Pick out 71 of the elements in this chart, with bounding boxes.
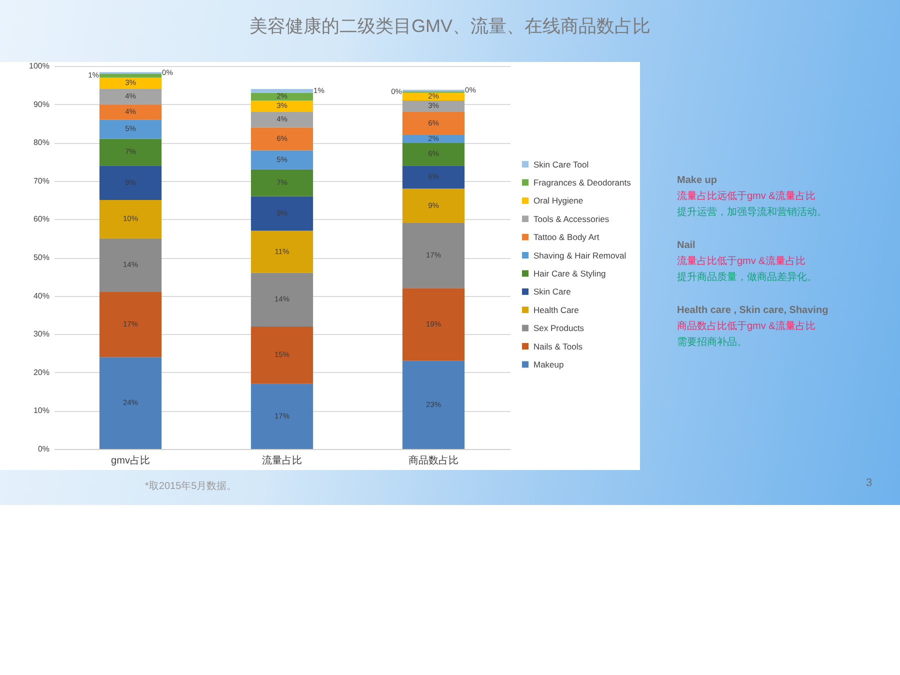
chart-title: 美容健康的二级类目GMV、流量、在线商品数占比 — [248, 15, 652, 38]
bar — [250, 112, 314, 128]
legend-label: Skin Care Tool — [534, 159, 589, 170]
text: Nail — [677, 240, 696, 252]
legend-label: Tools & Accessories — [534, 214, 610, 224]
bar — [99, 77, 162, 89]
bar — [250, 196, 314, 231]
bar — [99, 120, 162, 139]
bar — [402, 288, 465, 361]
bar — [402, 166, 465, 189]
y-tick-label: 40% — [33, 291, 50, 300]
bar — [99, 357, 162, 449]
bar — [99, 166, 162, 200]
text: 流量占比低于gmv &流量占比 — [677, 256, 806, 268]
y-tick-label: 20% — [33, 368, 50, 377]
bar — [250, 230, 314, 273]
text: 流量占比远低于gmv &流量占比 — [677, 191, 816, 203]
legend-label: Sex Products — [534, 323, 584, 334]
bar — [99, 200, 162, 238]
bar — [250, 169, 314, 196]
bar — [99, 88, 162, 104]
bar — [402, 223, 465, 288]
bar — [402, 100, 465, 112]
x-tick-label: 商品数占比 — [408, 454, 458, 466]
bar — [402, 188, 465, 224]
bar — [99, 292, 162, 358]
bar — [250, 150, 314, 170]
bar — [402, 112, 465, 135]
y-tick-label: 80% — [33, 138, 50, 148]
y-tick-label: 100% — [29, 62, 50, 70]
text: *取2015年5月数据。 — [145, 481, 237, 493]
x-tick-label: 流量占比 — [262, 454, 302, 466]
bar — [250, 88, 314, 93]
legend-label: Skin Care — [534, 286, 572, 297]
bar — [250, 326, 314, 384]
bar — [250, 92, 314, 100]
bar — [250, 127, 314, 150]
y-tick-label: 30% — [33, 330, 50, 339]
y-tick-label: 0% — [38, 444, 50, 454]
bar — [250, 272, 314, 326]
bar — [402, 92, 465, 100]
text: 3 — [866, 477, 872, 489]
x-tick-label: gmv占比 — [111, 454, 150, 466]
y-tick-label: 60% — [33, 214, 50, 224]
text: Health care , Skin care, Shaving — [677, 305, 828, 317]
legend-label: Oral Hygiene — [534, 196, 584, 206]
bar — [402, 360, 465, 449]
bar — [250, 100, 314, 112]
legend-label: Shaving & Hair Removal — [534, 250, 626, 260]
y-tick-label: 90% — [33, 100, 50, 109]
y-tick-label: 70% — [33, 176, 50, 186]
legend-label: Fragrances & Deodorants — [534, 177, 631, 188]
legend-label: Nails & Tools — [534, 341, 582, 352]
y-tick-label: 10% — [33, 406, 50, 416]
bar — [402, 142, 465, 166]
text: 提升运营，加强导流和营销活动。 — [677, 207, 827, 219]
legend-label: Makeup — [534, 359, 564, 370]
text: 提升商品质量，做商品差异化。 — [677, 272, 817, 284]
y-tick-label: 50% — [33, 253, 50, 262]
text: 商品数占比低于gmv &流量占比 — [677, 321, 816, 333]
bar — [99, 238, 162, 292]
bar — [99, 138, 162, 166]
bar — [250, 384, 314, 449]
legend-label: Hair Care & Styling — [534, 268, 606, 278]
text: 需要招商补品。 — [677, 337, 747, 349]
bar — [402, 134, 465, 143]
legend-label: Tattoo & Body Art — [534, 232, 600, 242]
text: Make up — [677, 175, 718, 187]
legend-label: Health Care — [534, 304, 580, 315]
bar — [99, 74, 162, 78]
bar — [99, 104, 162, 120]
